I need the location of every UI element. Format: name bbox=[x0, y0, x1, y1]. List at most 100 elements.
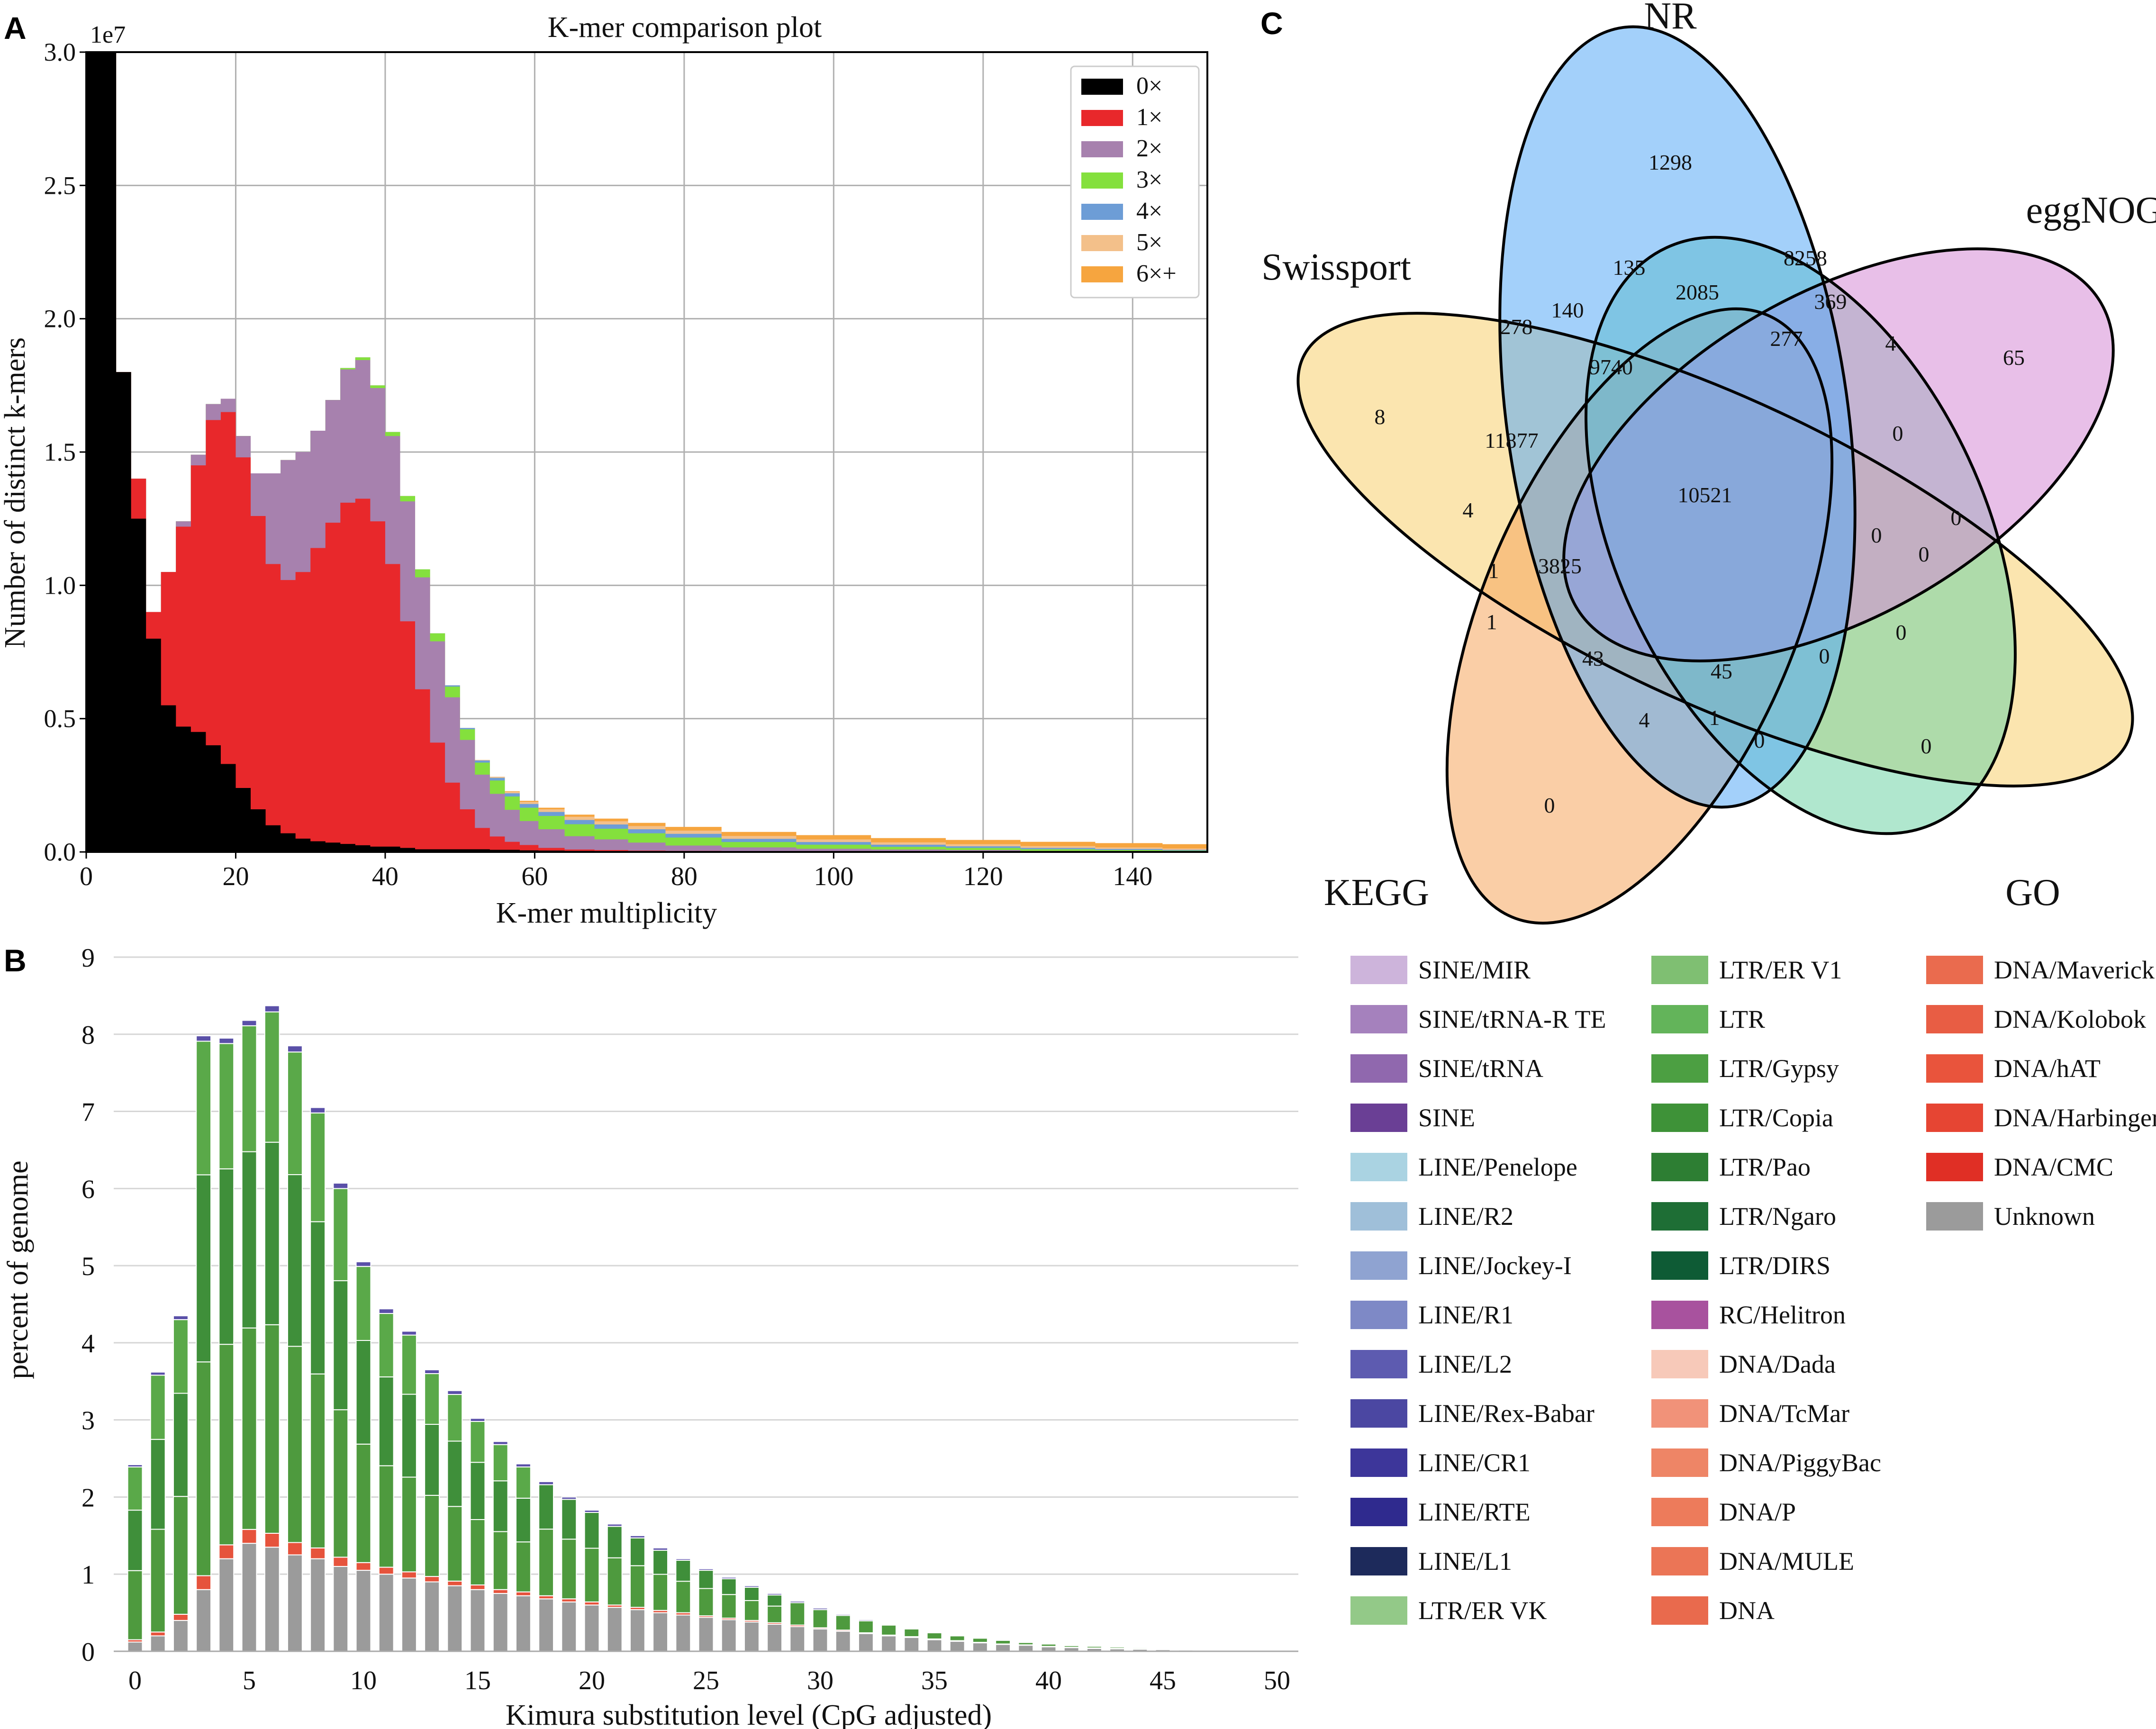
repeat-bar-ltr bbox=[378, 1313, 394, 1377]
repeat-bar-ltr bbox=[355, 1340, 371, 1445]
repeat-bar-unknown bbox=[196, 1589, 212, 1652]
kmer-xtick-label: 100 bbox=[814, 862, 853, 891]
repeat-bar-dna bbox=[515, 1591, 531, 1596]
repeat-legend-swatch bbox=[1350, 1301, 1407, 1329]
venn-region-count: 277 bbox=[1770, 326, 1803, 351]
repeat-bar-unknown bbox=[949, 1640, 965, 1652]
repeat-bar-ltr bbox=[241, 1025, 257, 1152]
repeat-bar-sine-line bbox=[835, 1613, 851, 1616]
repeat-bar-ltr bbox=[172, 1496, 189, 1615]
repeat-bar-ltr bbox=[470, 1462, 486, 1520]
repeat-bar-ltr bbox=[584, 1512, 600, 1549]
repeat-bar-unknown bbox=[904, 1637, 920, 1652]
repeat-bar-ltr bbox=[858, 1620, 874, 1633]
repeat-bar-unknown bbox=[629, 1609, 645, 1652]
repeat-bar-ltr bbox=[926, 1632, 942, 1639]
repeat-legend-swatch bbox=[1350, 1104, 1407, 1132]
repeat-bar-ltr bbox=[287, 1174, 303, 1347]
repeat-legend-swatch bbox=[1651, 1153, 1708, 1181]
repeat-bar-unknown bbox=[561, 1601, 577, 1652]
repeat-bar-sine-line bbox=[355, 1261, 371, 1267]
repeat-bar-unknown bbox=[881, 1635, 897, 1652]
repeat-bar-sine-line bbox=[1223, 1648, 1240, 1650]
repeat-bar-ltr bbox=[652, 1574, 669, 1611]
kmer-legend-label: 4× bbox=[1136, 198, 1162, 225]
repeat-ytick-label: 1 bbox=[82, 1560, 95, 1590]
kmer-chart-exponent: 1e7 bbox=[90, 21, 126, 48]
repeat-legend-swatch bbox=[1651, 1301, 1708, 1329]
repeat-bar-dna bbox=[470, 1584, 486, 1590]
kmer-legend-swatch bbox=[1081, 235, 1123, 251]
repeat-chart-xlabel: Kimura substitution level (CpG adjusted) bbox=[506, 1699, 992, 1729]
repeat-bar-ltr bbox=[972, 1638, 988, 1643]
repeat-bar-ltr bbox=[675, 1581, 691, 1613]
repeat-xtick-label: 45 bbox=[1150, 1666, 1176, 1695]
repeat-bar-sine-line bbox=[241, 1020, 257, 1026]
kmer-legend-swatch bbox=[1081, 172, 1123, 189]
kmer-legend-label: 0× bbox=[1136, 72, 1162, 100]
repeat-legend-swatch bbox=[1350, 956, 1407, 984]
repeat-bar-dna bbox=[150, 1631, 166, 1637]
repeat-bar-ltr bbox=[835, 1615, 851, 1631]
repeat-bar-ltr bbox=[743, 1586, 760, 1601]
repeat-legend-swatch bbox=[1651, 1005, 1708, 1033]
venn-set-3-outline bbox=[1445, 307, 1834, 925]
repeat-bar-unknown bbox=[926, 1639, 942, 1652]
repeat-bar-ltr bbox=[515, 1466, 531, 1499]
repeat-bar-sine-line bbox=[492, 1441, 508, 1445]
repeat-bar-sine-line bbox=[447, 1390, 463, 1395]
repeat-bar-ltr bbox=[515, 1541, 531, 1593]
repeat-bar-sine-line bbox=[470, 1418, 486, 1422]
repeat-legend-label: LTR/Gypsy bbox=[1719, 1054, 1839, 1083]
repeat-legend-label: SINE/MIR bbox=[1418, 956, 1531, 984]
repeat-bar-unknown bbox=[470, 1589, 486, 1652]
repeat-legend-label: DNA/Kolobok bbox=[1994, 1005, 2146, 1033]
repeat-legend-swatch bbox=[1651, 1104, 1708, 1132]
repeat-bar-dna bbox=[424, 1576, 440, 1583]
repeat-bar-sine-line bbox=[401, 1331, 417, 1336]
repeat-bar-unknown bbox=[218, 1558, 235, 1652]
repeat-bar-unknown bbox=[241, 1543, 257, 1652]
repeat-legend-label: DNA/Harbinger bbox=[1994, 1104, 2156, 1132]
kmer-legend-label: 1× bbox=[1136, 104, 1162, 131]
venn-region-count: 1298 bbox=[1649, 150, 1692, 174]
kmer-ytick-label: 2.0 bbox=[44, 305, 76, 333]
repeat-bar-ltr bbox=[218, 1043, 235, 1169]
repeat-legend-label: LTR/ER V1 bbox=[1719, 956, 1842, 984]
repeat-bar-ltr bbox=[743, 1600, 760, 1621]
repeat-legend-label: RC/Helitron bbox=[1719, 1301, 1846, 1329]
repeat-bar-sine-line bbox=[218, 1037, 235, 1044]
repeat-legend-label: DNA/MULE bbox=[1719, 1547, 1854, 1575]
venn-set-2-outline bbox=[1296, 312, 2134, 788]
repeat-legend-swatch bbox=[1926, 1153, 1983, 1181]
venn-region-count: 0 bbox=[1819, 644, 1830, 668]
repeat-bar-unknown bbox=[675, 1614, 691, 1652]
repeat-legend-swatch bbox=[1350, 1054, 1407, 1083]
repeat-bar-ltr bbox=[492, 1531, 508, 1590]
repeat-bar-sine-line bbox=[721, 1576, 737, 1579]
venn-region-count: 45 bbox=[1711, 659, 1732, 683]
repeat-bar-ltr bbox=[333, 1188, 349, 1281]
repeat-bar-ltr bbox=[607, 1526, 623, 1558]
kmer-ytick-label: 1.5 bbox=[44, 438, 76, 466]
repeat-bar-ltr bbox=[949, 1635, 965, 1641]
repeat-bar-unknown bbox=[287, 1554, 303, 1652]
repeat-legend-label: LTR/DIRS bbox=[1719, 1251, 1830, 1280]
repeat-bar-unknown bbox=[972, 1642, 988, 1652]
repeat-bar-ltr bbox=[150, 1439, 166, 1530]
repeat-xtick-label: 10 bbox=[350, 1666, 377, 1695]
repeat-bar-dna bbox=[264, 1532, 280, 1548]
repeat-legend-label: SINE/tRNA-R TE bbox=[1418, 1005, 1606, 1033]
repeat-bar-unknown bbox=[789, 1626, 806, 1652]
repeat-legend-label: DNA/hAT bbox=[1994, 1054, 2101, 1083]
repeat-legend-swatch bbox=[1350, 1251, 1407, 1280]
repeat-bar-sine-line bbox=[172, 1315, 189, 1321]
repeat-bar-sine-line bbox=[607, 1523, 623, 1527]
venn-region-count: 4 bbox=[1463, 498, 1474, 522]
repeat-bar-ltr bbox=[218, 1344, 235, 1546]
kmer-xtick-label: 140 bbox=[1113, 862, 1152, 891]
venn-set-0-fill bbox=[1500, 27, 1855, 807]
repeat-bar-dna bbox=[196, 1575, 212, 1590]
repeat-legend-swatch bbox=[1651, 1202, 1708, 1231]
